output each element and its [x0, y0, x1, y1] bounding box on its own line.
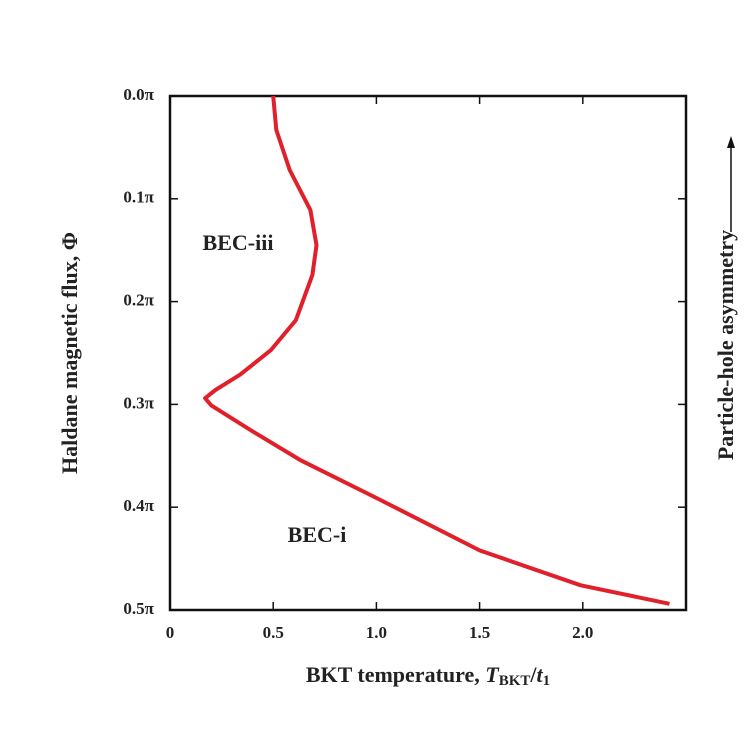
- x-axis-label-part: 1: [543, 673, 551, 689]
- side-arrow-head: [727, 136, 735, 148]
- x-tick-label: 1.0: [366, 623, 387, 642]
- x-tick-label: 1.5: [469, 623, 490, 642]
- x-tick-label: 2.0: [572, 623, 593, 642]
- region-label: BEC-i: [288, 522, 347, 547]
- x-axis-label-part: /: [529, 662, 537, 687]
- x-tick-label: 0: [166, 623, 175, 642]
- y-tick-label: 0.1π: [123, 188, 154, 207]
- x-tick-label: 0.5: [263, 623, 284, 642]
- x-axis-label-part: BKT: [499, 673, 531, 689]
- curve: [203, 95, 670, 606]
- y-axis-label: Haldane magnetic flux, Φ: [57, 232, 82, 474]
- y-tick-label: 0.3π: [123, 393, 154, 412]
- x-axis-label: BKT temperature, TBKT/t1: [306, 662, 550, 689]
- x-axis-label-part: T: [485, 662, 500, 687]
- y-tick-label: 0.2π: [123, 291, 154, 310]
- side-label: Particle-hole asymmetry: [713, 230, 738, 460]
- x-axis-label-part: t: [537, 662, 544, 687]
- x-axis-label-part: BKT temperature,: [306, 662, 485, 687]
- plot-frame: [168, 94, 688, 612]
- y-tick-label: 0.5π: [123, 599, 154, 618]
- y-tick-label: 0.4π: [123, 496, 154, 515]
- y-tick-label: 0.0π: [123, 85, 154, 104]
- region-label: BEC-iii: [203, 230, 274, 255]
